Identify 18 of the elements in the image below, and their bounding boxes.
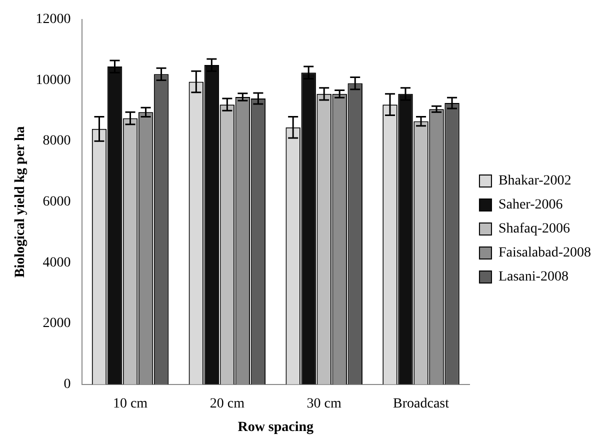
x-tick-label: 20 cm [210,396,245,412]
y-tick-label: 8000 [42,134,71,149]
y-tick-label: 12000 [36,12,71,28]
legend-label: Bhakar-2002 [498,174,572,189]
legend-label: Lasani-2008 [498,270,568,285]
x-axis-title: Row spacing [238,420,314,436]
x-tick-label: 30 cm [306,396,342,412]
y-tick-label: 2000 [42,316,71,332]
legend-label: Saher-2006 [498,198,563,213]
legend-label: Faisalabad-2008 [498,246,591,261]
y-tick-label: 4000 [42,255,71,270]
legend-label: Shafaq-2006 [498,222,570,237]
x-tick-label: Broadcast [393,396,450,412]
y-tick-label: 0 [64,377,71,392]
y-tick-label: 6000 [42,194,71,210]
y-tick-label: 10000 [36,72,71,88]
y-axis-title: Biological yield kg per ha [13,126,28,278]
x-tick-label: 10 cm [112,396,148,412]
